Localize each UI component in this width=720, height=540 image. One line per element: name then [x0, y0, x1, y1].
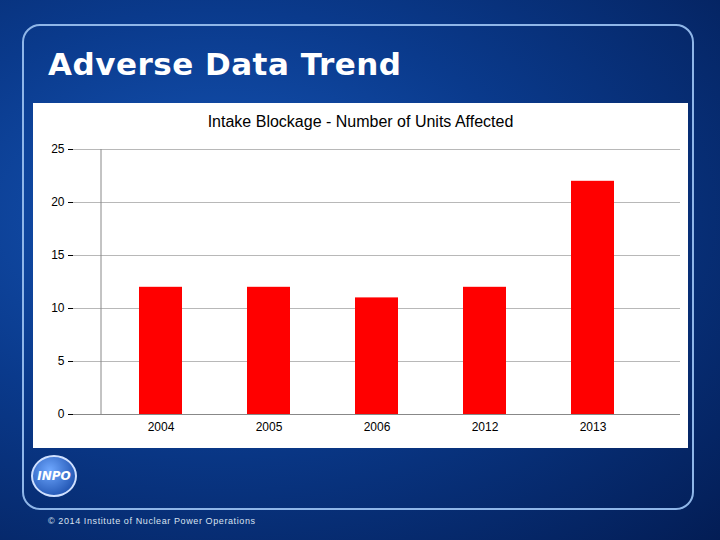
svg-text:2013: 2013 [580, 420, 607, 434]
svg-text:5: 5 [58, 354, 65, 368]
svg-text:2012: 2012 [472, 420, 499, 434]
html-text:© 2014 Institute of Nuclear Po: © 2014 Institute of Nuclear Power Operat… [48, 516, 256, 526]
html-text:Intake Blockage - Number of Un: Intake Blockage - Number of Units Affect… [207, 113, 514, 130]
svg-text:20: 20 [51, 195, 65, 209]
svg-text:2006: 2006 [364, 420, 391, 434]
svg-text:0: 0 [58, 407, 65, 421]
html-text:Adverse Data Trend: Adverse Data Trend [48, 46, 402, 82]
svg-text:25: 25 [51, 142, 65, 156]
svg-text:10: 10 [51, 301, 65, 315]
svg-text:2005: 2005 [256, 420, 283, 434]
svg-text:2004: 2004 [148, 420, 175, 434]
svg-text:15: 15 [51, 248, 65, 262]
html-text:INPO: INPO [37, 469, 71, 483]
